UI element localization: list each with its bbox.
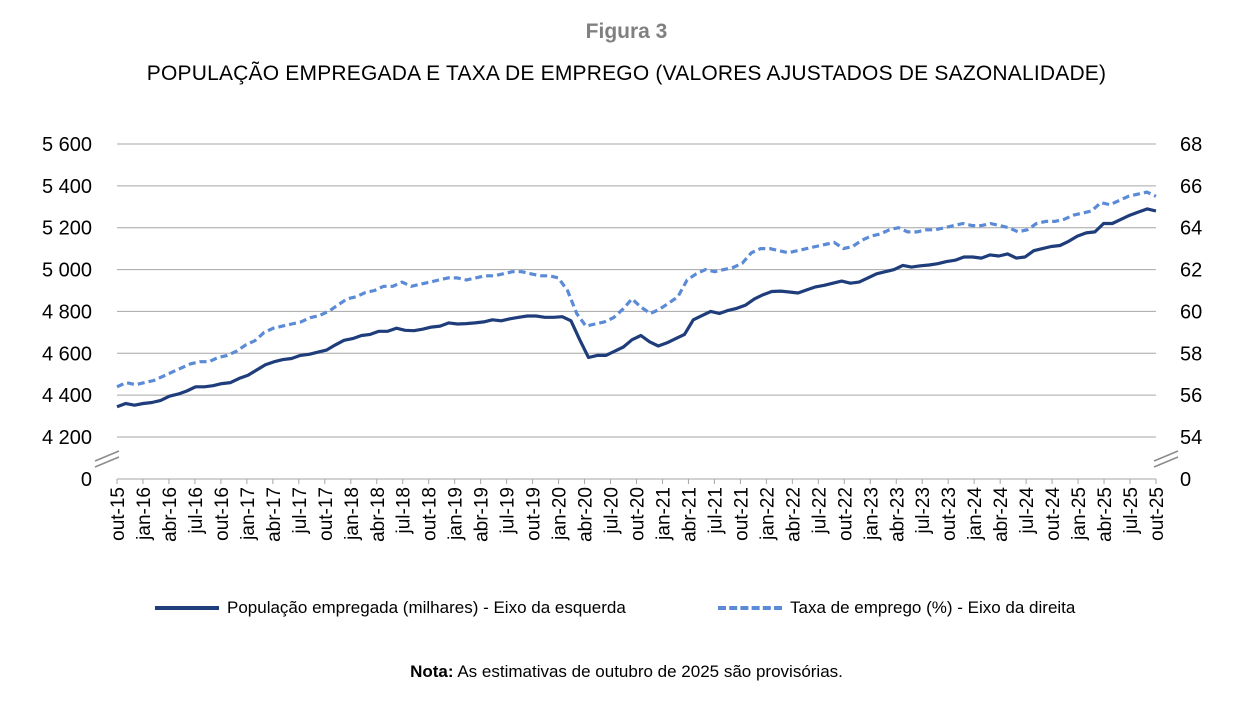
axis-break-mark bbox=[94, 456, 120, 468]
left-tick-label: 5 200 bbox=[42, 218, 92, 240]
axis-break-mark bbox=[1153, 456, 1179, 468]
right-tick-label: 60 bbox=[1180, 301, 1202, 323]
x-tick-label: abr-25 bbox=[1095, 487, 1116, 542]
x-tick-label: jul-22 bbox=[809, 487, 830, 534]
left-tick-label: 4 800 bbox=[42, 301, 92, 323]
footnote: Nota: As estimativas de outubro de 2025 … bbox=[0, 662, 1253, 682]
x-tick-label: out-17 bbox=[316, 487, 337, 541]
x-tick-label: jul-23 bbox=[913, 487, 934, 534]
x-tick-label: out-24 bbox=[1043, 487, 1064, 541]
x-tick-label: jul-17 bbox=[290, 487, 311, 534]
legend-label-population: População empregada (milhares) - Eixo da… bbox=[227, 598, 626, 617]
x-tick-label: out-25 bbox=[1147, 487, 1168, 541]
right-axis-ticks: 68 66 64 62 60 58 56 54 0 bbox=[1180, 134, 1202, 491]
right-tick-label: 66 bbox=[1180, 176, 1202, 198]
x-tick-label: jan-24 bbox=[965, 487, 986, 541]
series-lines bbox=[116, 190, 1157, 409]
x-tick-label: abr-17 bbox=[264, 487, 285, 542]
gridlines bbox=[117, 143, 1156, 480]
left-tick-label: 0 bbox=[81, 469, 92, 491]
left-tick-label: 5 000 bbox=[42, 260, 92, 282]
left-axis-ticks: 5 600 5 400 5 200 5 000 4 800 4 600 4 400 4 200… bbox=[42, 134, 92, 491]
x-tick-label: jul-24 bbox=[1017, 487, 1038, 535]
x-tick-label: out-16 bbox=[212, 487, 233, 541]
x-tick-label: out-18 bbox=[420, 487, 441, 541]
legend-swatch-dashed bbox=[718, 606, 782, 610]
x-tick-label: jul-16 bbox=[186, 487, 207, 534]
x-tick-label: out-20 bbox=[628, 487, 649, 541]
x-tick-label: jan-16 bbox=[134, 487, 155, 541]
x-tick-label: out-15 bbox=[108, 487, 129, 541]
x-tick-label: jul-21 bbox=[705, 487, 726, 534]
right-tick-label: 54 bbox=[1180, 427, 1202, 449]
x-tick-label: abr-18 bbox=[368, 487, 389, 542]
figure-label: Figura 3 bbox=[585, 20, 668, 43]
x-tick-label: jan-19 bbox=[446, 487, 467, 541]
x-tick-label: out-21 bbox=[731, 487, 752, 541]
left-tick-label: 4 600 bbox=[42, 343, 92, 365]
x-tick-label: jul-25 bbox=[1121, 487, 1142, 534]
left-tick-label: 4 400 bbox=[42, 385, 92, 407]
x-tick-label: jan-21 bbox=[653, 487, 674, 541]
axis-breaks bbox=[94, 450, 1179, 468]
legend: População empregada (milhares) - Eixo da… bbox=[0, 598, 1253, 622]
note-text: As estimativas de outubro de 2025 são pr… bbox=[457, 662, 843, 681]
legend-item-population: População empregada (milhares) - Eixo da… bbox=[155, 598, 626, 618]
left-tick-label: 5 600 bbox=[42, 134, 92, 156]
chart-title: POPULAÇÃO EMPREGADA E TAXA DE EMPREGO (V… bbox=[146, 62, 1107, 85]
x-tick-label: jan-25 bbox=[1069, 487, 1090, 541]
x-tick-label: jan-17 bbox=[238, 487, 259, 541]
x-tick-label: jan-20 bbox=[550, 487, 571, 541]
series-line-employment-rate bbox=[116, 190, 1157, 389]
legend-swatch-solid bbox=[155, 606, 219, 610]
left-tick-label: 5 400 bbox=[42, 176, 92, 198]
x-axis-ticks: out-15 jan-16 abr-16 jul-16 out-16 jan-17 abr-… bbox=[108, 479, 1168, 542]
x-tick-label: abr-21 bbox=[679, 487, 700, 542]
x-tick-label: abr-20 bbox=[576, 487, 597, 542]
x-tick-label: abr-16 bbox=[160, 487, 181, 542]
x-tick-label: jan-22 bbox=[757, 487, 778, 541]
x-tick-label: out-19 bbox=[524, 487, 545, 541]
line-chart: 5 600 5 400 5 200 5 000 4 800 4 600 4 400 4 200… bbox=[42, 134, 1202, 542]
left-tick-label: 4 200 bbox=[42, 427, 92, 449]
axis-break-mark bbox=[94, 450, 120, 462]
x-tick-label: jul-19 bbox=[498, 487, 519, 534]
x-tick-label: out-22 bbox=[835, 487, 856, 541]
right-tick-label: 58 bbox=[1180, 343, 1202, 365]
right-tick-label: 62 bbox=[1180, 260, 1202, 282]
x-tick-label: abr-22 bbox=[783, 487, 804, 542]
right-tick-label: 56 bbox=[1180, 385, 1202, 407]
note-label: Nota: bbox=[410, 662, 454, 681]
right-tick-label: 64 bbox=[1180, 218, 1202, 240]
legend-label-rate: Taxa de emprego (%) - Eixo da direita bbox=[790, 598, 1076, 617]
x-tick-label: out-23 bbox=[939, 487, 960, 541]
series-line-population bbox=[116, 207, 1157, 409]
x-tick-label: abr-19 bbox=[472, 487, 493, 542]
right-tick-label: 68 bbox=[1180, 134, 1202, 156]
x-tick-label: abr-23 bbox=[887, 487, 908, 542]
right-tick-label: 0 bbox=[1180, 469, 1191, 491]
axis-break-mark bbox=[1153, 450, 1179, 462]
legend-item-rate: Taxa de emprego (%) - Eixo da direita bbox=[718, 598, 1075, 618]
x-tick-label: jul-20 bbox=[602, 487, 623, 534]
x-tick-label: jul-18 bbox=[394, 487, 415, 534]
x-tick-label: jan-23 bbox=[861, 487, 882, 541]
x-tick-label: abr-24 bbox=[991, 487, 1012, 542]
x-tick-label: jan-18 bbox=[342, 487, 363, 541]
